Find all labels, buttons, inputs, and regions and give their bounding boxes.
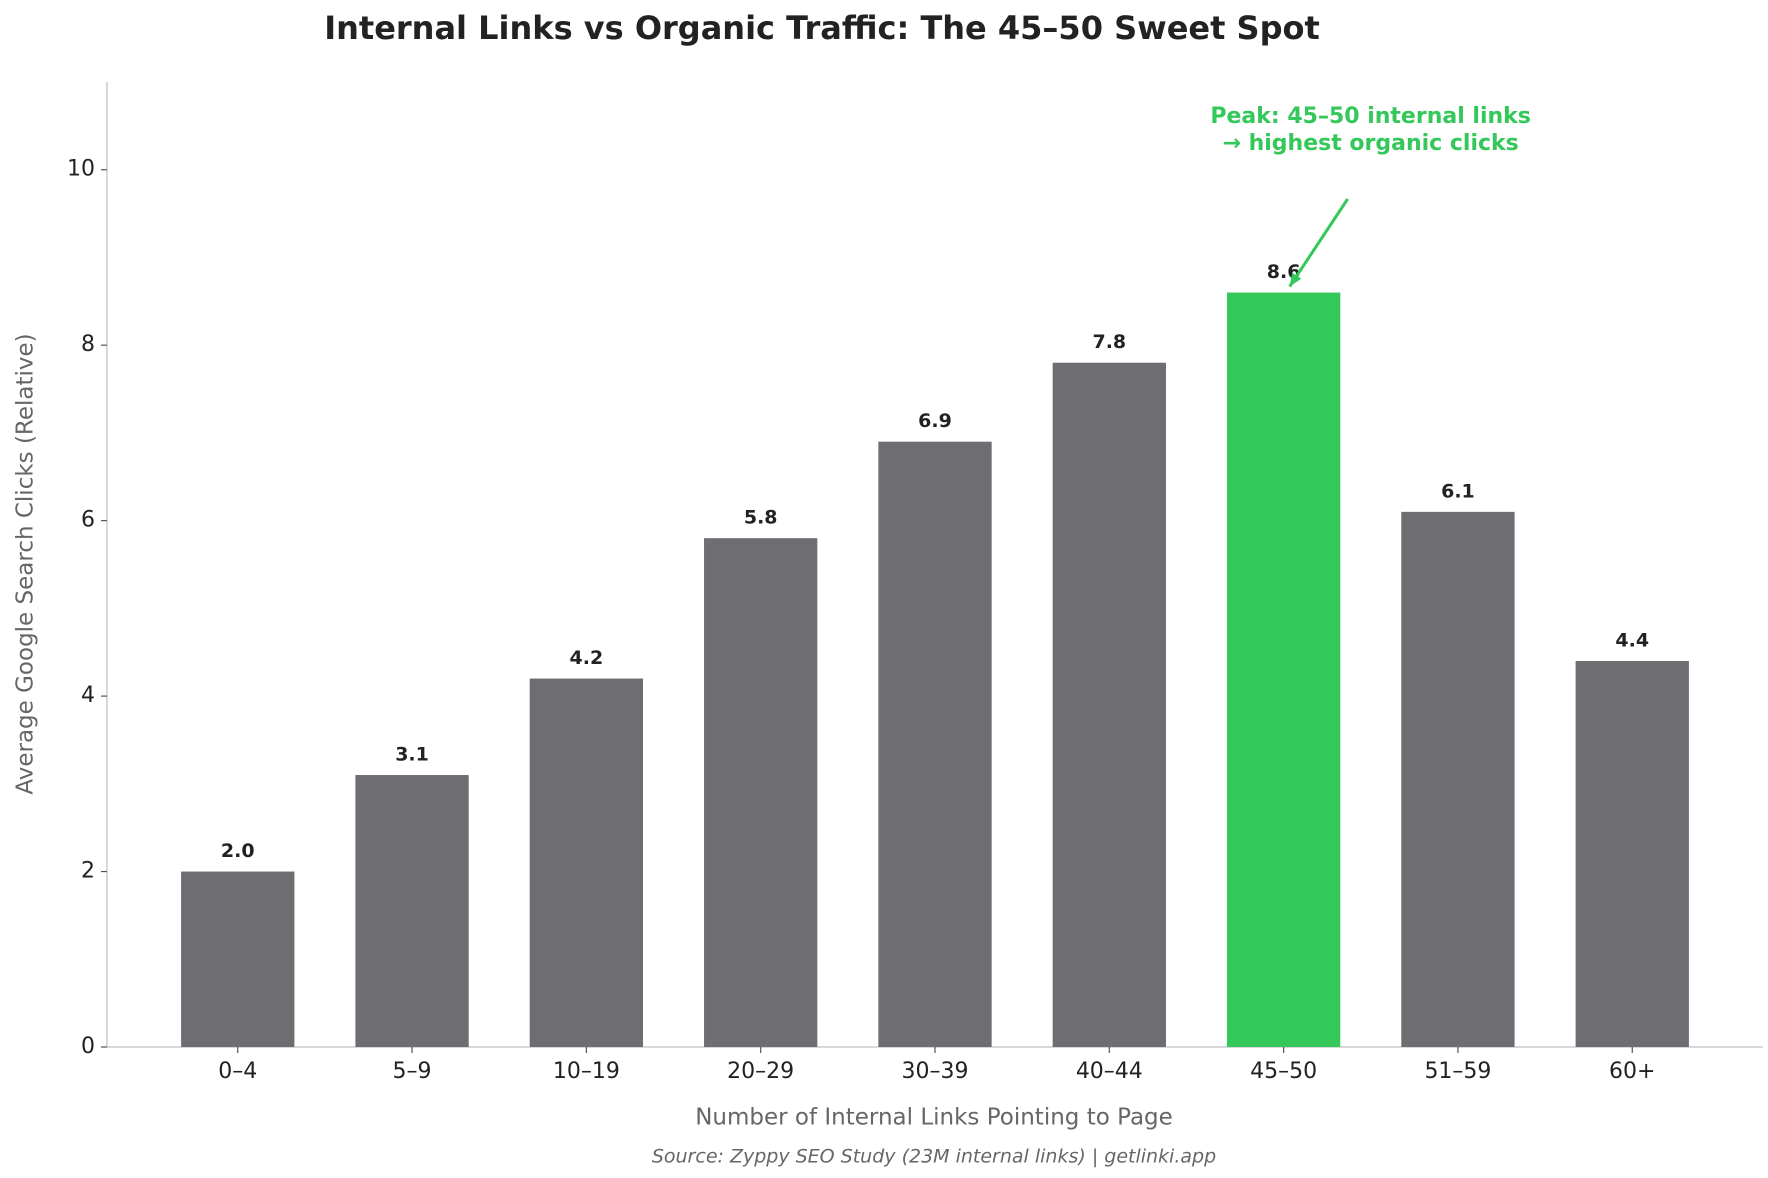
x-tick-label: 45–50: [1250, 1059, 1317, 1084]
value-label: 3.1: [395, 744, 429, 766]
x-tick-label: 0–4: [218, 1059, 257, 1084]
value-label: 2.0: [221, 840, 255, 862]
bar: [878, 441, 992, 1047]
bar: [1575, 661, 1689, 1047]
y-tick-label: 10: [67, 157, 95, 182]
y-tick-label: 2: [81, 859, 95, 884]
x-tick-label: 30–39: [902, 1059, 969, 1084]
x-tick-label: 51–59: [1424, 1059, 1491, 1084]
value-label: 4.2: [570, 647, 604, 669]
bar: [704, 538, 818, 1047]
value-label: 6.9: [918, 410, 952, 432]
y-tick-label: 8: [81, 332, 95, 357]
annotation-text: → highest organic clicks: [1223, 131, 1519, 156]
annotation-arrowhead: [1289, 272, 1302, 287]
bar: [181, 871, 295, 1047]
x-tick-label: 10–19: [553, 1059, 620, 1084]
value-label: 6.1: [1441, 480, 1475, 502]
y-tick-label: 4: [81, 683, 95, 708]
chart-title: Internal Links vs Organic Traffic: The 4…: [324, 9, 1320, 47]
annotation-arrow: [1288, 198, 1349, 288]
source-note: Source: Zyppy SEO Study (23M internal li…: [652, 1146, 1216, 1168]
x-axis-label: Number of Internal Links Pointing to Pag…: [695, 1105, 1173, 1131]
bar: [1401, 511, 1515, 1047]
bar: [355, 775, 469, 1047]
bar: [1226, 292, 1341, 1048]
bar: [529, 678, 644, 1047]
y-axis-label: Average Google Search Clicks (Relative): [13, 333, 39, 794]
bar: [1052, 362, 1166, 1047]
x-tick-label: 60+: [1609, 1059, 1655, 1084]
x-tick-label: 5–9: [393, 1059, 432, 1084]
x-tick-label: 40–44: [1076, 1059, 1143, 1084]
value-label: 7.8: [1092, 331, 1126, 353]
value-label: 4.4: [1615, 630, 1649, 652]
value-label: 5.8: [744, 507, 778, 529]
y-tick-label: 0: [81, 1034, 95, 1059]
y-tick-label: 6: [81, 508, 95, 533]
x-tick-label: 20–29: [727, 1059, 794, 1084]
annotation-text: Peak: 45–50 internal links: [1210, 104, 1531, 129]
